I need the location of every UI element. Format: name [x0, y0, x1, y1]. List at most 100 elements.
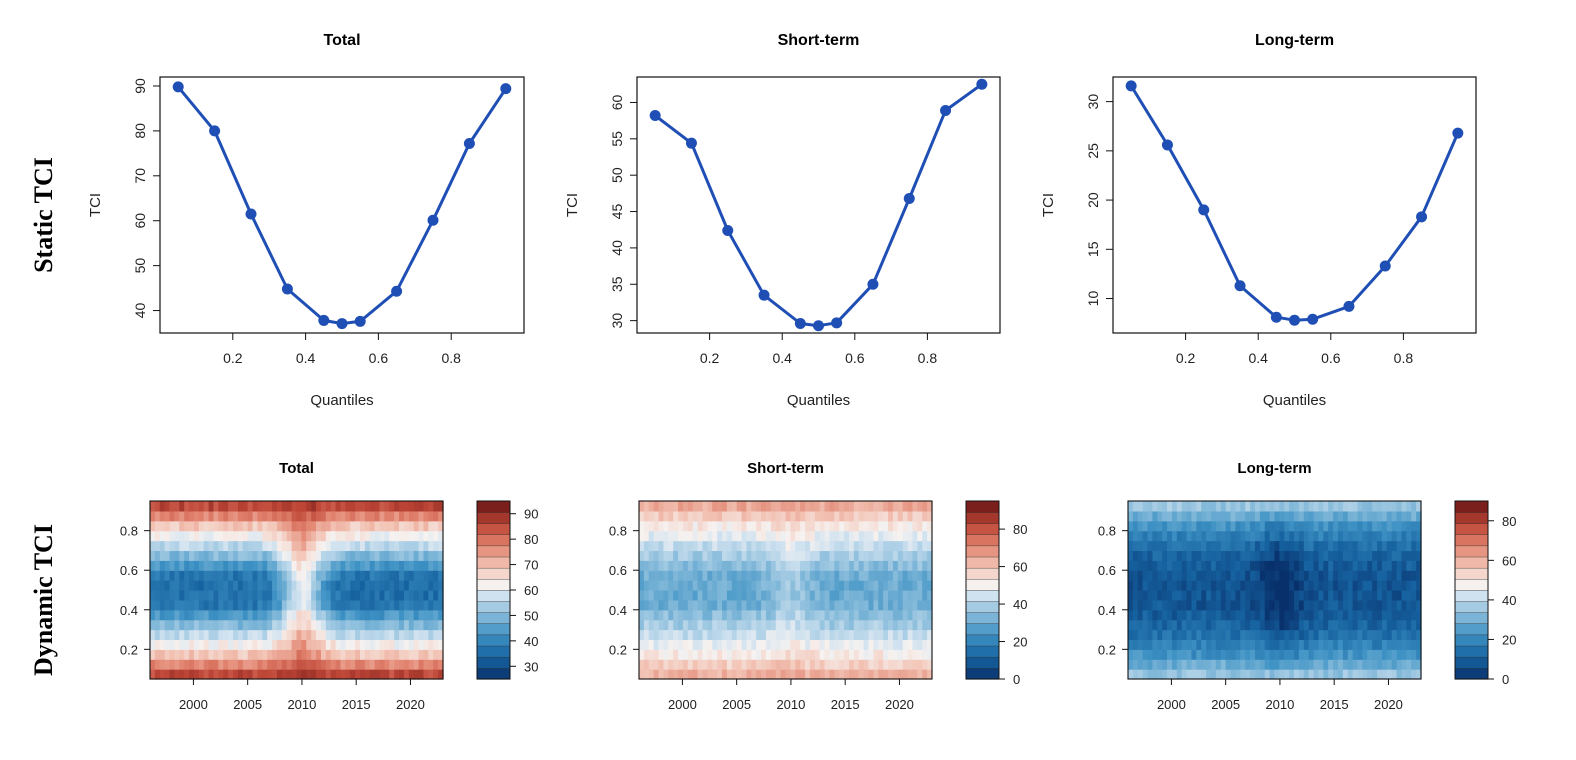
heatmap-cell [717, 520, 723, 532]
heatmap-cell [203, 540, 210, 552]
heatmap-cell [1357, 580, 1363, 591]
heatmap-cell [912, 669, 918, 680]
heatmap-cell [1362, 530, 1368, 542]
heatmap-cell [839, 501, 845, 512]
heatmap-cell [1396, 570, 1403, 581]
heatmap-cell [1303, 560, 1310, 571]
heatmap-cell [814, 649, 821, 660]
heatmap-cell [423, 501, 429, 512]
heatmap-cell [658, 501, 665, 512]
heatmap-cell [902, 590, 909, 601]
heatmap-cell [790, 619, 796, 631]
heatmap-cell [1176, 530, 1183, 542]
heatmap-cell [213, 619, 219, 631]
heatmap-cell [262, 550, 268, 561]
heatmap-cell [707, 570, 713, 581]
colorbar-swatch [476, 523, 511, 535]
heatmap-cell [1201, 669, 1207, 680]
heatmap-cell [814, 609, 821, 621]
heatmap-cell [751, 501, 757, 512]
heatmap-cell [1250, 560, 1256, 571]
heatmap-cell [892, 609, 899, 621]
heatmap-cell [408, 510, 415, 522]
heatmap-cell [198, 669, 205, 680]
heatmap-cell [668, 560, 674, 571]
heatmap-cell [423, 510, 429, 522]
heatmap-cell [1201, 599, 1207, 611]
heatmap-cell [174, 669, 180, 680]
heatmap-cell [311, 629, 317, 641]
heatmap-cell [423, 520, 429, 532]
heatmap-cell [858, 639, 865, 650]
heatmap-cell [428, 629, 434, 641]
heatmap-cell [179, 510, 185, 522]
heatmap-cell [242, 510, 249, 522]
heatmap-cell [785, 570, 791, 581]
heatmap-cell [814, 669, 821, 680]
heatmap-cell [384, 520, 390, 532]
heatmap-cell [1294, 570, 1300, 581]
heatmap-cell [1333, 510, 1339, 522]
y-tick-label: 50 [609, 167, 625, 183]
heatmap-cell [687, 530, 694, 542]
heatmap-cell [814, 639, 821, 650]
heatmap-cell [722, 570, 728, 581]
heatmap-cell [1137, 629, 1144, 641]
heatmap-cell [252, 550, 259, 561]
heatmap-cell [218, 619, 224, 631]
heatmap-cell [286, 639, 293, 650]
heatmap-cell [1333, 629, 1339, 641]
heatmap-cell [1230, 619, 1237, 631]
heatmap-cell [858, 550, 865, 561]
heatmap-cell [858, 540, 865, 552]
heatmap-cell [306, 540, 312, 552]
heatmap-cell [257, 599, 263, 611]
heatmap-cell [1128, 599, 1134, 611]
colorbar-tick-label: 40 [1013, 597, 1027, 612]
heatmap-cell [795, 619, 801, 631]
heatmap-cell [154, 570, 161, 581]
heatmap-cell [218, 560, 224, 571]
heatmap-cell [384, 599, 390, 611]
heatmap-cell [1308, 639, 1315, 650]
heatmap-cell [228, 580, 234, 591]
heatmap-cell [320, 570, 327, 581]
heatmap-cell [668, 540, 674, 552]
heatmap-cell [1337, 609, 1344, 621]
heatmap-cell [1289, 560, 1295, 571]
heatmap-cell [1206, 550, 1212, 561]
heatmap-cell [350, 659, 356, 670]
heatmap-cell [775, 629, 782, 641]
heatmap-cell [897, 501, 904, 512]
heatmap-cell [888, 619, 894, 631]
heatmap-cell [1294, 580, 1300, 591]
heatmap-cell [223, 639, 229, 650]
heatmap-cell [320, 501, 327, 512]
heatmap-cell [1152, 560, 1158, 571]
heatmap-cell [1259, 560, 1266, 571]
heatmap-cell [1416, 580, 1422, 591]
heatmap-cell [154, 530, 161, 542]
heatmap-cell [403, 669, 410, 680]
heatmap-cell [1181, 609, 1188, 621]
heatmap-cell [1171, 619, 1178, 631]
heatmap-cell [756, 599, 762, 611]
heatmap-cell [1235, 599, 1241, 611]
heatmap-cell [1152, 599, 1158, 611]
heatmap-cell [1357, 609, 1363, 621]
heatmap-cell [286, 540, 293, 552]
heatmap-cell [262, 669, 268, 680]
heatmap-cell [1274, 540, 1280, 552]
heatmap-cell [1196, 550, 1202, 561]
heatmap-cell [814, 560, 821, 571]
heatmap-cell [1328, 570, 1334, 581]
heatmap-cell [1411, 550, 1417, 561]
heatmap-cell [1323, 560, 1329, 571]
heatmap-cell [1284, 560, 1290, 571]
heatmap-cell [819, 570, 826, 581]
colorbar-swatch [476, 612, 511, 624]
heatmap-cell [639, 560, 645, 571]
heatmap-cell [756, 649, 762, 660]
heatmap-cell [1269, 599, 1276, 611]
y-tick-label: 90 [132, 78, 148, 94]
